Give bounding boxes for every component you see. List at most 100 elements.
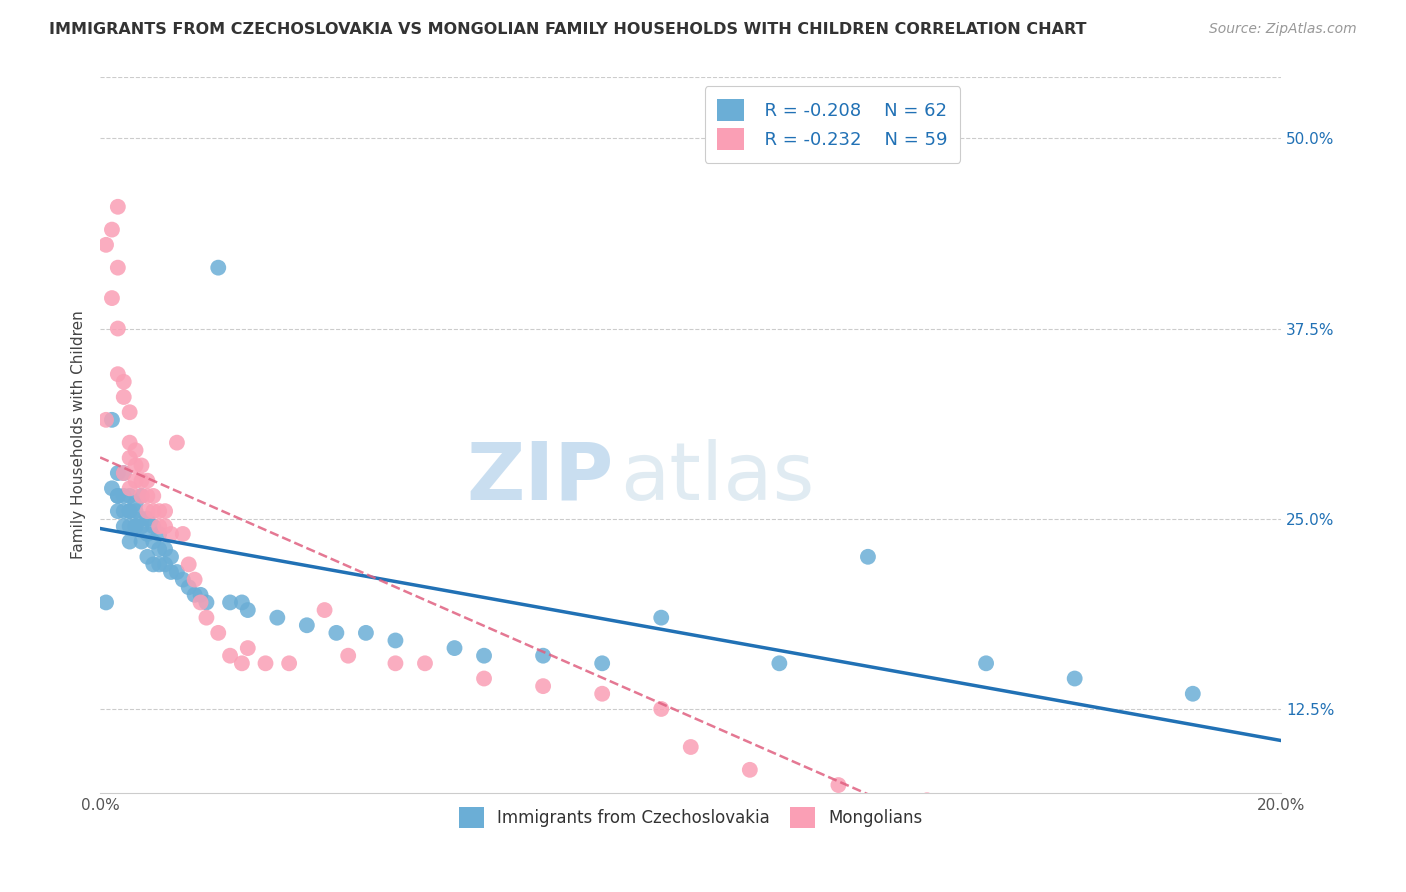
- Point: [101, 413, 124, 427]
- Point: [112, 504, 135, 518]
- Point: [142, 558, 165, 572]
- Point: [295, 618, 318, 632]
- Point: [107, 466, 129, 480]
- Text: atlas: atlas: [620, 439, 814, 517]
- Point: [531, 648, 554, 663]
- Point: [101, 481, 124, 495]
- Point: [384, 657, 406, 671]
- Point: [118, 489, 141, 503]
- Point: [124, 519, 146, 533]
- Point: [118, 504, 141, 518]
- Point: [94, 237, 117, 252]
- Point: [650, 702, 672, 716]
- Point: [591, 657, 613, 671]
- Point: [148, 558, 170, 572]
- Point: [472, 648, 495, 663]
- Point: [131, 519, 153, 533]
- Point: [827, 778, 849, 792]
- Point: [94, 595, 117, 609]
- Point: [124, 443, 146, 458]
- Point: [118, 534, 141, 549]
- Point: [384, 633, 406, 648]
- Point: [266, 610, 288, 624]
- Point: [142, 534, 165, 549]
- Point: [153, 558, 176, 572]
- Point: [768, 657, 790, 671]
- Point: [112, 375, 135, 389]
- Point: [172, 573, 194, 587]
- Point: [190, 595, 212, 609]
- Point: [231, 595, 253, 609]
- Point: [1063, 816, 1085, 830]
- Point: [160, 565, 183, 579]
- Point: [915, 793, 938, 807]
- Point: [107, 321, 129, 335]
- Point: [118, 405, 141, 419]
- Point: [443, 641, 465, 656]
- Point: [136, 504, 159, 518]
- Point: [278, 657, 301, 671]
- Point: [131, 534, 153, 549]
- Text: Source: ZipAtlas.com: Source: ZipAtlas.com: [1209, 22, 1357, 37]
- Point: [124, 519, 146, 533]
- Point: [190, 588, 212, 602]
- Y-axis label: Family Households with Children: Family Households with Children: [72, 310, 86, 559]
- Point: [472, 672, 495, 686]
- Point: [101, 291, 124, 305]
- Point: [124, 504, 146, 518]
- Point: [207, 260, 229, 275]
- Point: [118, 450, 141, 465]
- Point: [148, 527, 170, 541]
- Point: [738, 763, 761, 777]
- Point: [142, 504, 165, 518]
- Point: [118, 504, 141, 518]
- Point: [131, 489, 153, 503]
- Point: [107, 489, 129, 503]
- Point: [1004, 808, 1026, 822]
- Point: [142, 519, 165, 533]
- Text: ZIP: ZIP: [467, 439, 614, 517]
- Point: [856, 549, 879, 564]
- Point: [136, 489, 159, 503]
- Point: [112, 466, 135, 480]
- Point: [650, 610, 672, 624]
- Point: [124, 458, 146, 473]
- Point: [107, 260, 129, 275]
- Point: [337, 648, 360, 663]
- Point: [166, 435, 188, 450]
- Point: [195, 610, 218, 624]
- Point: [112, 519, 135, 533]
- Point: [101, 222, 124, 236]
- Point: [118, 519, 141, 533]
- Point: [1063, 672, 1085, 686]
- Point: [131, 458, 153, 473]
- Point: [131, 512, 153, 526]
- Point: [160, 527, 183, 541]
- Point: [136, 512, 159, 526]
- Point: [153, 519, 176, 533]
- Point: [325, 625, 347, 640]
- Point: [236, 603, 259, 617]
- Point: [1181, 831, 1204, 846]
- Point: [413, 657, 436, 671]
- Point: [124, 474, 146, 488]
- Point: [112, 390, 135, 404]
- Point: [531, 679, 554, 693]
- Point: [1181, 687, 1204, 701]
- Point: [166, 565, 188, 579]
- Point: [136, 549, 159, 564]
- Point: [160, 549, 183, 564]
- Point: [107, 200, 129, 214]
- Point: [207, 625, 229, 640]
- Point: [219, 595, 242, 609]
- Point: [153, 542, 176, 557]
- Point: [679, 739, 702, 754]
- Point: [112, 466, 135, 480]
- Point: [219, 648, 242, 663]
- Point: [314, 603, 336, 617]
- Point: [148, 504, 170, 518]
- Point: [236, 641, 259, 656]
- Point: [148, 542, 170, 557]
- Point: [124, 496, 146, 510]
- Point: [177, 558, 200, 572]
